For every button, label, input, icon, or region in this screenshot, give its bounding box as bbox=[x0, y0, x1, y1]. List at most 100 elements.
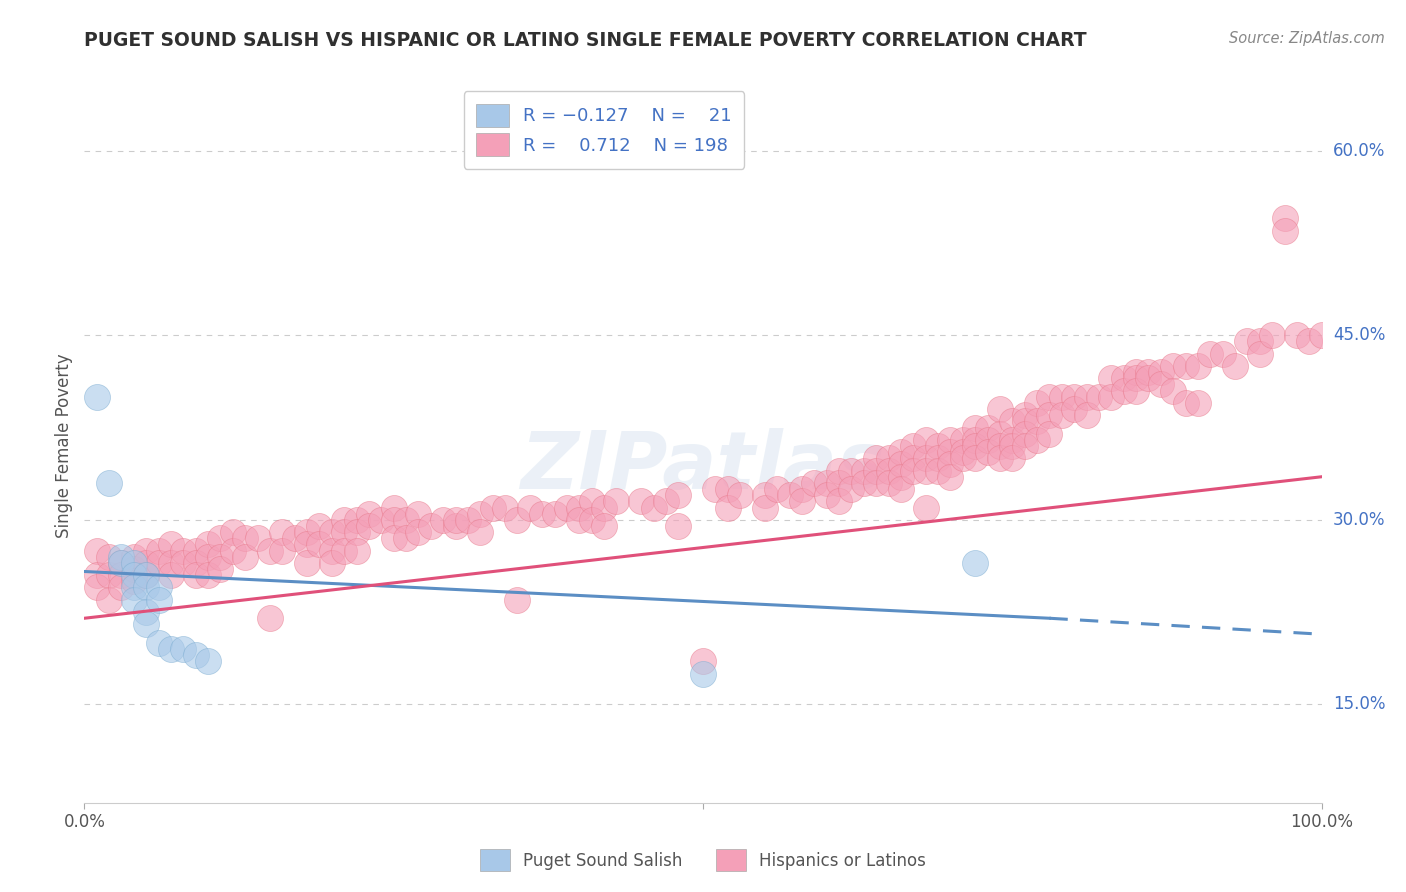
Point bbox=[1274, 211, 1296, 226]
Point bbox=[1150, 377, 1173, 392]
Point bbox=[877, 464, 900, 478]
Point bbox=[779, 488, 801, 502]
Point bbox=[321, 556, 343, 570]
Point bbox=[98, 592, 121, 607]
Point bbox=[382, 531, 405, 545]
Point bbox=[86, 543, 108, 558]
Point bbox=[408, 507, 430, 521]
Point bbox=[531, 507, 554, 521]
Point bbox=[803, 475, 825, 490]
Point bbox=[914, 451, 936, 466]
Point bbox=[630, 494, 652, 508]
Point bbox=[197, 537, 219, 551]
Point bbox=[197, 654, 219, 668]
Point bbox=[135, 617, 157, 632]
Point bbox=[222, 525, 245, 540]
Point bbox=[1274, 224, 1296, 238]
Point bbox=[939, 445, 962, 459]
Point bbox=[197, 549, 219, 564]
Point bbox=[1125, 371, 1147, 385]
Point bbox=[988, 402, 1011, 417]
Point bbox=[1050, 409, 1073, 423]
Point bbox=[160, 568, 183, 582]
Point bbox=[148, 581, 170, 595]
Point bbox=[1174, 359, 1197, 373]
Point bbox=[110, 549, 132, 564]
Point bbox=[939, 458, 962, 472]
Point bbox=[952, 451, 974, 466]
Point bbox=[717, 482, 740, 496]
Point bbox=[976, 445, 998, 459]
Point bbox=[419, 519, 441, 533]
Point bbox=[976, 433, 998, 447]
Point bbox=[86, 568, 108, 582]
Point bbox=[1236, 334, 1258, 349]
Point bbox=[122, 592, 145, 607]
Point bbox=[1187, 359, 1209, 373]
Point bbox=[593, 519, 616, 533]
Point bbox=[86, 581, 108, 595]
Point bbox=[877, 475, 900, 490]
Point bbox=[333, 543, 356, 558]
Point bbox=[160, 556, 183, 570]
Point bbox=[357, 507, 380, 521]
Point bbox=[457, 513, 479, 527]
Point bbox=[841, 464, 863, 478]
Point bbox=[754, 500, 776, 515]
Point bbox=[432, 513, 454, 527]
Point bbox=[233, 531, 256, 545]
Point bbox=[1310, 328, 1333, 343]
Point bbox=[1187, 396, 1209, 410]
Point bbox=[160, 537, 183, 551]
Point bbox=[666, 488, 689, 502]
Point bbox=[988, 439, 1011, 453]
Point bbox=[903, 451, 925, 466]
Point bbox=[1112, 384, 1135, 398]
Point bbox=[914, 464, 936, 478]
Point bbox=[395, 531, 418, 545]
Point bbox=[976, 420, 998, 434]
Point bbox=[382, 513, 405, 527]
Text: Source: ZipAtlas.com: Source: ZipAtlas.com bbox=[1229, 31, 1385, 46]
Point bbox=[988, 451, 1011, 466]
Point bbox=[692, 666, 714, 681]
Point bbox=[903, 464, 925, 478]
Point bbox=[160, 642, 183, 657]
Point bbox=[110, 581, 132, 595]
Point bbox=[86, 390, 108, 404]
Point bbox=[470, 507, 492, 521]
Point bbox=[927, 439, 949, 453]
Point bbox=[246, 531, 269, 545]
Point bbox=[295, 537, 318, 551]
Point bbox=[1249, 334, 1271, 349]
Point bbox=[271, 543, 294, 558]
Point bbox=[122, 549, 145, 564]
Point bbox=[865, 451, 887, 466]
Point bbox=[357, 519, 380, 533]
Point bbox=[209, 562, 232, 576]
Point bbox=[543, 507, 565, 521]
Point bbox=[1099, 390, 1122, 404]
Point bbox=[790, 494, 813, 508]
Point bbox=[914, 433, 936, 447]
Point bbox=[965, 439, 987, 453]
Point bbox=[1001, 414, 1024, 428]
Y-axis label: Single Female Poverty: Single Female Poverty bbox=[55, 354, 73, 538]
Point bbox=[717, 500, 740, 515]
Point bbox=[1112, 371, 1135, 385]
Point bbox=[927, 464, 949, 478]
Point bbox=[568, 513, 591, 527]
Point bbox=[135, 543, 157, 558]
Point bbox=[965, 433, 987, 447]
Point bbox=[890, 458, 912, 472]
Point bbox=[666, 519, 689, 533]
Point bbox=[98, 475, 121, 490]
Point bbox=[346, 525, 368, 540]
Point bbox=[135, 605, 157, 619]
Point bbox=[852, 475, 875, 490]
Point bbox=[333, 525, 356, 540]
Point bbox=[692, 654, 714, 668]
Point bbox=[172, 642, 194, 657]
Text: PUGET SOUND SALISH VS HISPANIC OR LATINO SINGLE FEMALE POVERTY CORRELATION CHART: PUGET SOUND SALISH VS HISPANIC OR LATINO… bbox=[84, 31, 1087, 50]
Point bbox=[1014, 414, 1036, 428]
